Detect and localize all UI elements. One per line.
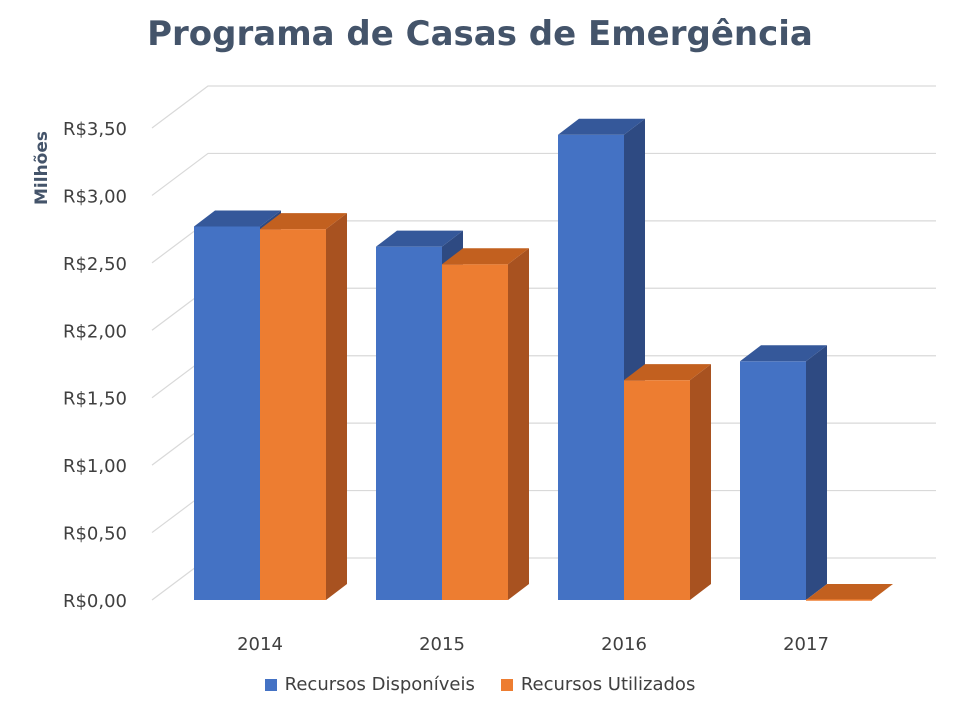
chart-title: Programa de Casas de Emergência bbox=[147, 14, 813, 54]
y-tick-label: R$0,00 bbox=[63, 591, 127, 612]
legend-item-utilizados: Recursos Utilizados bbox=[500, 674, 696, 695]
y-tick-label: R$3,00 bbox=[63, 186, 127, 207]
bar bbox=[624, 364, 711, 600]
x-tick-label: 2016 bbox=[601, 634, 647, 655]
bar bbox=[806, 584, 893, 601]
legend-item-disponiveis: Recursos Disponíveis bbox=[264, 674, 475, 695]
legend-label-utilizados: Recursos Utilizados bbox=[520, 674, 696, 695]
gridline bbox=[151, 152, 936, 196]
y-tick-label: R$1,00 bbox=[63, 456, 127, 477]
y-tick-label: R$0,50 bbox=[63, 524, 127, 545]
x-tick-label: 2015 bbox=[419, 634, 465, 655]
y-tick-label: R$3,50 bbox=[63, 119, 127, 140]
gridline bbox=[151, 85, 936, 129]
x-tick-label: 2017 bbox=[783, 634, 829, 655]
bar bbox=[260, 213, 347, 600]
y-tick-label: R$1,50 bbox=[63, 389, 127, 410]
bar bbox=[442, 248, 529, 600]
legend-swatch-disponiveis bbox=[264, 678, 277, 691]
legend: Recursos Disponíveis Recursos Utilizados bbox=[0, 674, 960, 695]
y-tick-label: R$2,50 bbox=[63, 254, 127, 275]
bar bbox=[740, 345, 827, 600]
legend-swatch-utilizados bbox=[500, 678, 513, 691]
x-tick-label: 2014 bbox=[237, 634, 283, 655]
legend-label-disponiveis: Recursos Disponíveis bbox=[284, 674, 475, 695]
y-tick-label: R$2,00 bbox=[63, 321, 127, 342]
